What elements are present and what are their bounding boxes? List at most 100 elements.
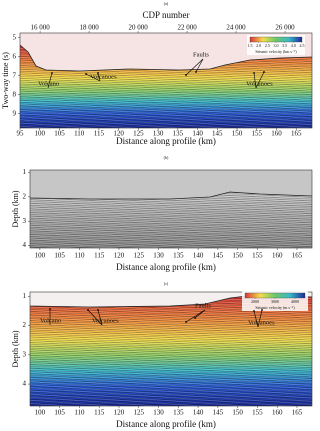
arrow-head — [87, 309, 89, 311]
reflectors — [30, 295, 312, 406]
x-tick-label: 160 — [272, 409, 283, 417]
x-tick-label: 100 — [35, 252, 46, 260]
y-tick-label: 7 — [13, 71, 17, 79]
annotation: Volcano — [38, 80, 59, 87]
x-axis-title: Distance along profile (km) — [116, 136, 216, 146]
panel-label: (a) — [164, 1, 169, 6]
arrow-head — [49, 308, 51, 310]
annotation: Volcano — [40, 317, 61, 324]
panel-label: (c) — [164, 281, 169, 286]
frame — [19, 32, 313, 129]
colorbar-tick-label: 4.0 — [291, 43, 296, 48]
annotation-arrow — [253, 310, 259, 328]
y-tick-label: 4 — [23, 380, 27, 388]
x-axis-title: Distance along profile (km) — [116, 419, 216, 429]
seafloor — [20, 44, 312, 72]
arrow-head — [194, 317, 196, 319]
y-tick-label: 3 — [23, 350, 27, 358]
colorbar — [249, 36, 303, 43]
x-tick-label: 100 — [34, 130, 45, 138]
x-tick-label: 130 — [153, 409, 164, 417]
colorbar-tick-label: 1.5 — [248, 43, 253, 48]
x-tick-label: 145 — [212, 130, 223, 138]
x-tick-label: 135 — [173, 252, 184, 260]
annotation-arrow — [194, 309, 206, 319]
arrow-head — [263, 71, 265, 73]
x-tick-label: 120 — [114, 252, 125, 260]
y-tick-label: 2 — [23, 192, 27, 200]
x2-tick-label: 24 000 — [226, 24, 246, 32]
y-tick-label: 8 — [13, 90, 17, 98]
x-tick-label: 105 — [54, 130, 65, 138]
y-tick-label: 4 — [23, 241, 27, 249]
y-tick-label: 1 — [23, 168, 27, 176]
x2-tick-label: 22 000 — [177, 24, 197, 32]
reflectors — [20, 45, 312, 128]
x-tick-label: 165 — [291, 130, 302, 138]
x-tick-label: 160 — [271, 130, 282, 138]
y-tick-label: 5 — [13, 33, 17, 41]
arrow-head — [97, 72, 99, 74]
arrow-head — [185, 74, 187, 76]
x2-axis-title: CDP number — [143, 10, 190, 20]
x-tick-label: 120 — [114, 409, 125, 417]
x-tick-label: 160 — [272, 252, 283, 260]
annotation: Volcanoes — [90, 73, 117, 80]
x-tick-label: 140 — [193, 252, 204, 260]
panel-label: (b) — [164, 155, 169, 160]
annotation: Faults — [195, 302, 211, 309]
annotation-arrow — [87, 309, 103, 326]
reflectors — [30, 192, 312, 248]
arrow-head — [185, 321, 187, 323]
colorbar-tick-label: 4000 — [291, 299, 299, 304]
y-tick-label: 3 — [23, 217, 27, 225]
colorbar-tick-label: 4.5 — [300, 43, 305, 48]
x2-tick-label: 16 000 — [30, 24, 50, 32]
x2-tick-label: 18 000 — [79, 24, 99, 32]
x-tick-label: 115 — [94, 252, 105, 260]
annotation: Faults — [193, 51, 209, 58]
x-tick-label: 100 — [35, 409, 46, 417]
panel: (b) Distance along profile (km) Depth (km)… — [11, 155, 313, 272]
y-axis-title: Depth (km) — [11, 190, 20, 227]
y-axis-title: Two-way time (s) — [1, 52, 10, 109]
x-tick-label: 140 — [192, 130, 203, 138]
y-axis-title: Depth (km) — [11, 330, 20, 367]
x2-tick-label: 20 000 — [128, 24, 148, 32]
x-axis-title: Distance along profile (km) — [116, 262, 216, 272]
arrow-head — [85, 73, 87, 75]
x-tick-label: 110 — [74, 130, 85, 138]
x-tick-label: 150 — [232, 409, 243, 417]
annotation-arrow — [253, 72, 257, 89]
x-tick-label: 125 — [134, 252, 145, 260]
annotation-arrow — [195, 58, 204, 73]
x-tick-label: 95 — [17, 130, 25, 138]
annotation: Volcanoes — [246, 80, 273, 87]
x-tick-label: 105 — [54, 409, 65, 417]
panel: (a) Distance along profile (km) Two-way ti… — [1, 1, 313, 146]
annotation-arrow — [185, 58, 204, 76]
annotation: Volcanoes — [248, 319, 275, 326]
colorbar-title: Seismic velocity (m s⁻¹) — [255, 305, 295, 310]
x-tick-label: 155 — [252, 409, 263, 417]
arrow-head — [261, 309, 263, 311]
arrow-head — [253, 310, 255, 312]
x-tick-label: 125 — [134, 409, 145, 417]
annotation-arrow — [257, 309, 263, 328]
arrow-head — [97, 309, 99, 311]
frame — [29, 169, 313, 249]
annotation-arrow — [97, 72, 101, 82]
x-tick-label: 115 — [94, 409, 105, 417]
x-tick-label: 105 — [54, 252, 65, 260]
colorbar-tick-label: 2.0 — [256, 43, 261, 48]
y-tick-label: 9 — [13, 109, 17, 117]
arrow-head — [195, 71, 197, 73]
colorbar-title: Seismic velocity (km s⁻¹) — [255, 49, 297, 54]
x-tick-label: 155 — [252, 130, 263, 138]
x2-tick-label: 26 000 — [275, 24, 295, 32]
colorbar-tick-label: 3.5 — [282, 43, 287, 48]
x-tick-label: 145 — [213, 252, 224, 260]
arrow-head — [51, 72, 53, 74]
x-tick-label: 125 — [133, 130, 144, 138]
